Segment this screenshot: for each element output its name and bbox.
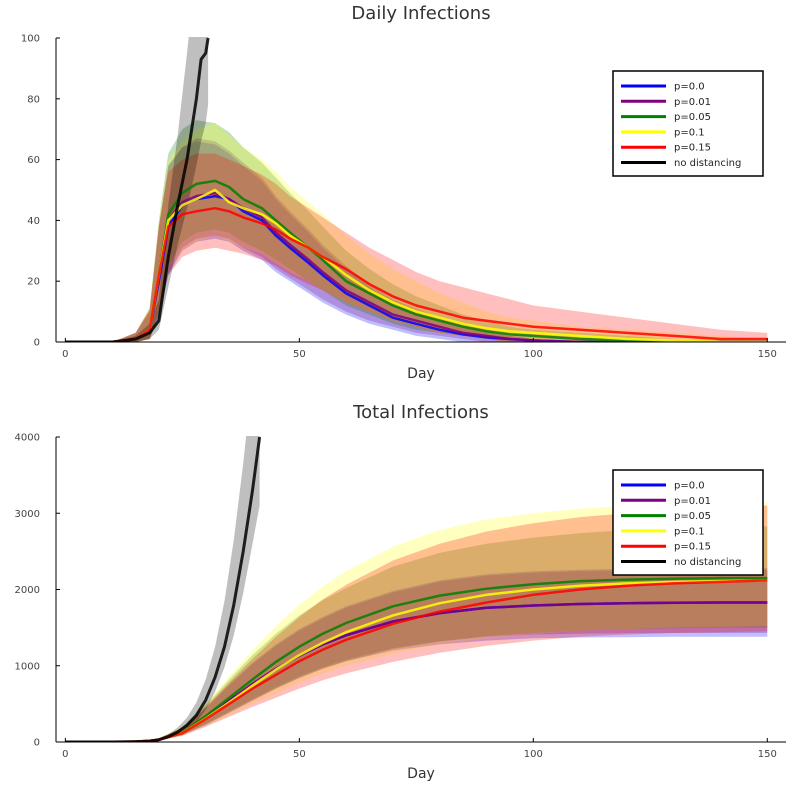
y-tick-label: 80 [27,94,40,105]
y-tick-label: 60 [27,155,40,166]
series-line-p-0-15 [65,206,768,342]
band-no-distancing [65,37,209,342]
legend-label: p=0.0 [674,481,705,492]
series-line-no-distancing [65,37,210,342]
x-tick-label: 0 [62,749,68,760]
legend-label: p=0.1 [674,127,705,138]
legend-box [612,469,764,576]
legend-label: p=0.05 [674,112,711,123]
y-tick-label: 0 [34,738,40,749]
legend-label: p=0.15 [674,143,711,154]
band-p-0-1 [65,123,768,342]
y-tick-label: 0 [34,338,40,349]
legend-label: no distancing [674,557,741,568]
x-tick-label: 50 [293,349,306,360]
legend: p=0.0 p=0.01 p=0.05 p=0.1 p=0.15 no distancin… [612,469,764,576]
legend-label: no distancing [674,158,741,169]
band-p-0-15 [65,153,768,342]
y-tick-label: 4000 [15,433,40,444]
series-line-no-distancing [65,436,262,742]
legend-label: p=0.01 [674,496,711,507]
y-tick-label: 20 [27,277,40,288]
band-p-0-05 [65,120,768,342]
plot-area [65,37,768,342]
x-tick-label: 0 [62,349,68,360]
chart-panel-1: 0 1000 2000 3000 4000 0 50 100 150 Total Infectio… [15,402,786,782]
chart-panel-0: 0 20 40 60 80 100 0 50 100 150 Daily Infections Day… [21,3,786,382]
band-p-0-0 [65,141,768,342]
legend-label: p=0.15 [674,542,711,553]
band-p-0-0 [65,568,768,742]
x-tick-label: 100 [524,349,543,360]
band-p-0-1 [65,502,768,742]
legend-box [612,70,764,177]
y-tick-label: 3000 [15,509,40,520]
x-tick-label: 150 [758,749,777,760]
x-tick-label: 50 [293,749,306,760]
legend-label: p=0.01 [674,97,711,108]
chart-title: Total Infections [352,402,489,423]
plot-area [65,436,768,742]
legend-label: p=0.1 [674,526,705,537]
x-axis-label: Day [407,766,435,782]
y-tick-label: 100 [21,34,40,45]
y-tick-label: 2000 [15,585,40,596]
band-p-0-15 [65,505,768,742]
x-tick-label: 150 [758,349,777,360]
y-tick-label: 1000 [15,661,40,672]
x-tick-label: 100 [524,749,543,760]
band-p-0-01 [65,569,768,742]
legend-label: p=0.05 [674,511,711,522]
band-p-0-01 [65,138,768,342]
band-no-distancing [65,436,260,742]
x-axis-label: Day [407,366,435,382]
legend-label: p=0.0 [674,82,705,93]
y-tick-label: 40 [27,216,40,227]
chart-title: Daily Infections [351,3,490,24]
legend: p=0.0 p=0.01 p=0.05 p=0.1 p=0.15 no distancin… [612,70,764,177]
